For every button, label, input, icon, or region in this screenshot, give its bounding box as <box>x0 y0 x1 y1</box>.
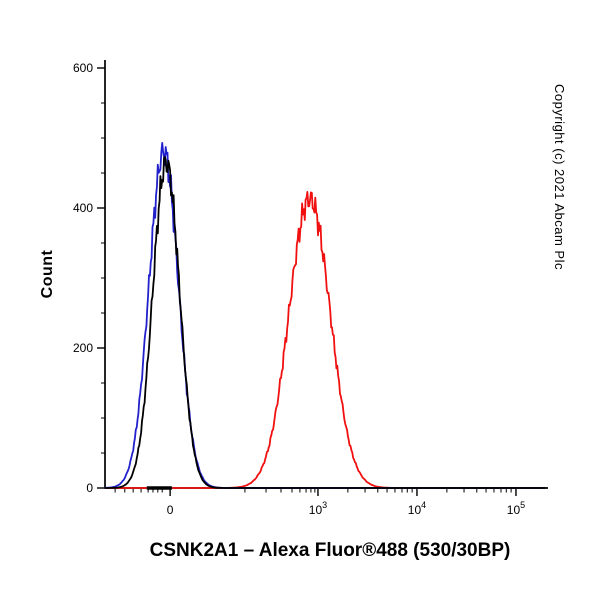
svg-text:0: 0 <box>86 481 93 495</box>
svg-text:103: 103 <box>309 500 327 517</box>
svg-text:400: 400 <box>73 201 93 215</box>
svg-text:200: 200 <box>73 341 93 355</box>
svg-text:105: 105 <box>507 500 525 517</box>
figure-caption: CSNK2A1 – Alexa Fluor®488 (530/30BP) <box>149 540 511 561</box>
svg-text:0: 0 <box>167 503 174 517</box>
svg-text:600: 600 <box>73 61 93 75</box>
svg-text:104: 104 <box>408 500 426 517</box>
copyright-text: Copyright (c) 2021 Abcam Plc <box>552 84 567 270</box>
